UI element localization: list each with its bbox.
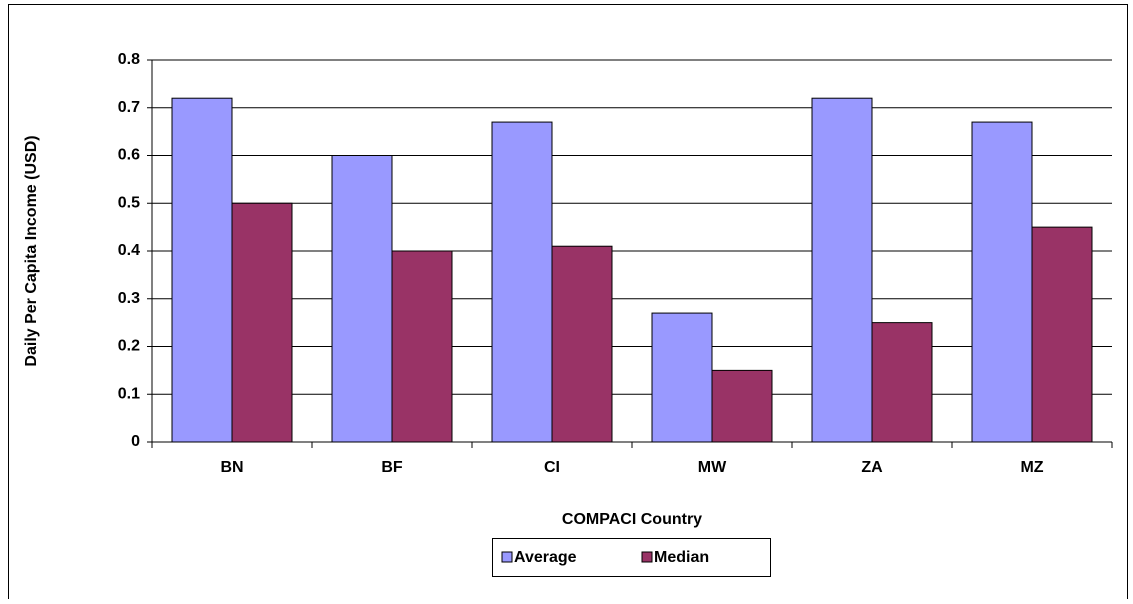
legend-box [492, 538, 771, 577]
y-tick-label: 0.5 [118, 194, 140, 211]
y-tick-label: 0.7 [118, 99, 140, 116]
x-tick-label: ZA [861, 459, 883, 476]
x-tick-label: CI [544, 459, 560, 476]
y-tick-label: 0.8 [118, 51, 140, 68]
bar [171, 97, 233, 443]
x-tick-label: BF [381, 459, 403, 476]
bar [491, 121, 553, 443]
y-tick-label: 0.1 [118, 385, 140, 402]
legend-label: Median [654, 549, 709, 566]
y-tick-label: 0 [131, 433, 140, 450]
y-tick-label: 0.3 [118, 290, 140, 307]
bar [391, 250, 453, 443]
y-axis-title: Daily Per Capita Income (USD) [23, 135, 40, 366]
bar [971, 121, 1033, 443]
bar [551, 245, 613, 443]
legend-label: Average [514, 549, 577, 566]
bar [811, 97, 873, 443]
bar [231, 202, 293, 443]
bar [711, 369, 773, 443]
bar [1031, 226, 1093, 443]
legend-swatch [641, 551, 653, 563]
bar [331, 155, 393, 443]
y-tick-label: 0.2 [118, 338, 140, 355]
x-tick-label: MZ [1020, 459, 1043, 476]
y-tick-label: 0.4 [118, 242, 140, 259]
legend-swatch [501, 551, 513, 563]
x-tick-label: BN [220, 459, 243, 476]
y-tick-label: 0.6 [118, 147, 140, 164]
bar [871, 322, 933, 443]
x-tick-label: MW [698, 459, 727, 476]
bar [651, 312, 713, 443]
x-axis-title: COMPACI Country [562, 511, 702, 528]
